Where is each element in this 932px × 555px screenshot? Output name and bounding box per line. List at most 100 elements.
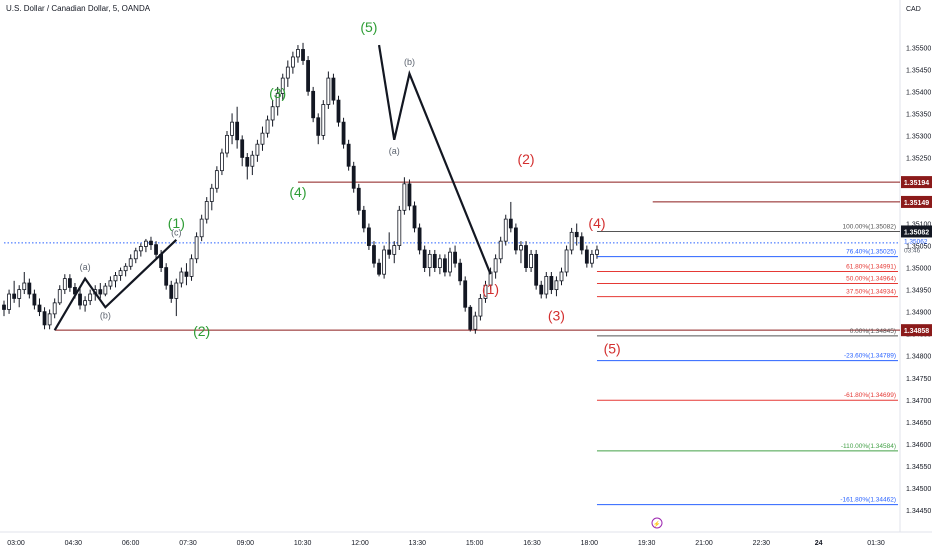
candle-body (285, 66, 290, 79)
fib-level-label: -161.80%(1.34462) (840, 497, 896, 504)
price-badge-label: 1.35194 (904, 180, 929, 187)
fib-level-label: 100.00%(1.35082) (843, 223, 897, 230)
candle-body (351, 165, 356, 189)
candle-body (123, 265, 128, 272)
wave-label: (5) (604, 341, 621, 357)
candle-body (17, 289, 22, 299)
candle-body (42, 311, 47, 326)
price-badge-label: 1.35082 (904, 229, 929, 236)
price-tick-label: 1.34700 (906, 398, 931, 405)
fib-level-label: 37.50%(1.34934) (846, 289, 896, 296)
candle-body (367, 227, 371, 246)
price-tick-label: 1.35050 (906, 244, 931, 251)
currency-label: CAD (906, 6, 921, 13)
price-badge (901, 195, 932, 208)
candle-body (149, 240, 153, 246)
price-badge-label: 1.34858 (904, 328, 929, 335)
candle-body (113, 275, 118, 282)
candle-body (569, 231, 574, 251)
price-tick-label: 1.35450 (906, 67, 931, 74)
candle-body (417, 227, 422, 251)
candle-body (22, 282, 27, 291)
price-tick-label: 1.35500 (906, 45, 931, 52)
time-tick-label: 04:30 (65, 540, 83, 547)
candle-body (397, 209, 402, 246)
candle-body (275, 93, 280, 108)
candle-body (204, 201, 209, 220)
candle-body (544, 276, 549, 295)
candle-body (372, 245, 376, 264)
candle-body (524, 245, 528, 268)
candle-body (265, 119, 270, 134)
candle-body (78, 293, 82, 306)
candle-body (478, 298, 483, 317)
candle-body (184, 271, 189, 277)
time-tick-label: 10:30 (294, 540, 312, 547)
wave-label: (b) (100, 310, 111, 320)
wave-label: (2) (193, 323, 210, 339)
candle-body (341, 121, 346, 145)
candle-body (270, 106, 275, 121)
candle-body (356, 187, 361, 211)
candle-body (240, 139, 245, 158)
candle-body (498, 240, 503, 260)
fib-level-label: -110.00%(1.34584) (841, 443, 896, 450)
candle-body (245, 157, 250, 167)
candle-body (88, 293, 93, 302)
time-tick-label: 18:00 (581, 540, 599, 547)
candle-body (382, 249, 387, 275)
candle-body (103, 285, 108, 295)
candle-body (508, 218, 513, 229)
candle-body (220, 152, 224, 172)
candle-body (361, 209, 366, 229)
price-tick-label: 1.35250 (906, 155, 931, 162)
candle-body (387, 249, 392, 255)
price-tick-label: 1.35350 (906, 111, 931, 118)
candle-body (83, 300, 87, 306)
wave-label: (a) (389, 146, 400, 156)
price-tick-label: 1.35300 (906, 133, 931, 140)
time-tick-label: 06:00 (122, 540, 140, 547)
candle-body (214, 170, 219, 189)
price-badge (901, 176, 932, 189)
wave-label: (1) (482, 281, 499, 297)
candle-body (133, 250, 138, 260)
candle-body (458, 262, 463, 282)
price-tick-label: 1.34900 (906, 310, 931, 317)
candle-body (513, 227, 518, 251)
candle-body (194, 236, 199, 260)
countdown-label: 03:46 (904, 247, 921, 254)
candle-body (189, 258, 194, 277)
candle-body (503, 218, 508, 242)
price-tick-label: 1.35100 (906, 222, 931, 229)
candle-body (321, 104, 326, 136)
candle-body (12, 293, 17, 299)
candle-body (443, 258, 447, 273)
price-tick-label: 1.34600 (906, 442, 931, 449)
lightning-icon[interactable] (651, 517, 663, 529)
candle-body (47, 313, 52, 326)
wave-label: (a) (80, 262, 91, 272)
time-tick-label: 24 (815, 540, 823, 547)
candle-body (27, 282, 32, 295)
price-tick-label: 1.34800 (906, 354, 931, 361)
price-tick-label: 1.34550 (906, 464, 931, 471)
wave-label: (1) (168, 215, 185, 231)
time-tick-label: 01:30 (867, 540, 885, 547)
wave-label: (5) (360, 19, 377, 35)
wave-label: (4) (588, 215, 605, 231)
time-tick-label: 13:30 (409, 540, 427, 547)
candle-body (225, 134, 229, 154)
time-tick-label: 19:30 (638, 540, 656, 547)
candle-body (169, 284, 174, 299)
wave-label: (4) (289, 184, 306, 200)
fib-level-label: -23.60%(1.34789) (844, 353, 896, 360)
candle-body (7, 293, 11, 310)
candle-body (67, 278, 72, 288)
price-badge-label: 1.35149 (904, 200, 929, 207)
time-tick-label: 22:30 (753, 540, 771, 547)
wave-line (377, 44, 492, 275)
candle-body (235, 121, 240, 141)
time-tick-label: 09:00 (237, 540, 255, 547)
